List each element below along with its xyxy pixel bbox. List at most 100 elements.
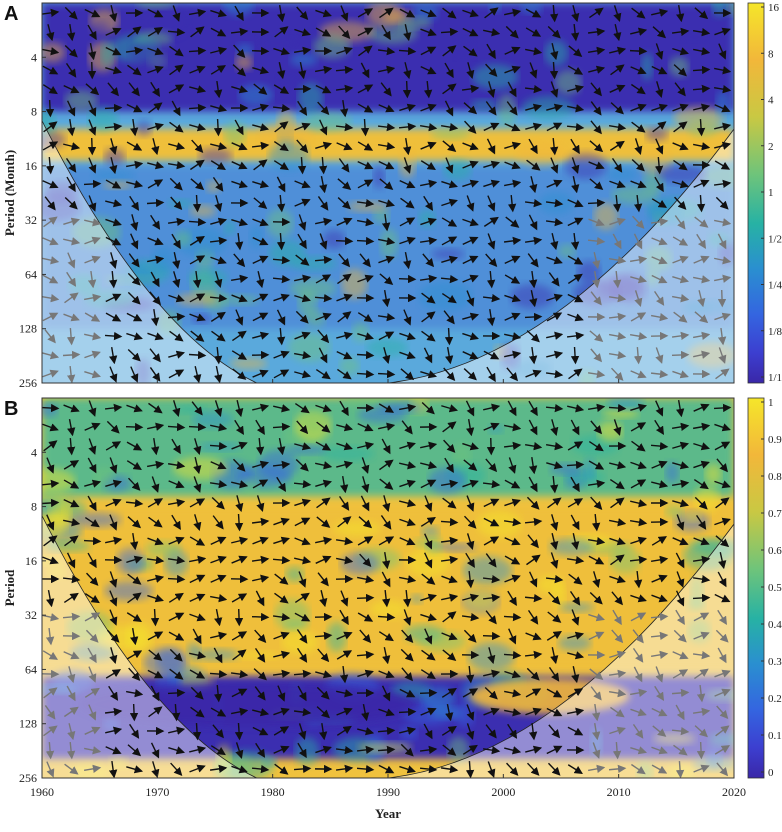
- phase-arrow: [213, 346, 223, 365]
- phase-arrow: [129, 703, 139, 722]
- phase-arrow: [587, 46, 606, 55]
- phase-arrow: [693, 47, 711, 56]
- phase-arrow: [210, 217, 228, 226]
- colorbar-tick-label: 1/4: [768, 280, 782, 292]
- phase-arrow: [63, 217, 80, 226]
- phase-arrow: [109, 5, 118, 23]
- power-patch: [564, 152, 608, 180]
- colorbar-tick-label: 1: [768, 397, 774, 409]
- phase-arrow: [444, 327, 454, 346]
- phase-arrow: [168, 84, 185, 94]
- y-tick-label: 16: [25, 159, 37, 173]
- phase-arrow: [399, 441, 416, 450]
- y-tick-label: 256: [19, 771, 37, 785]
- panel-A: A 4 8 16 32 64 128 256 Period (Month) 16 8 4 2 1 1/2 1/…: [2, 2, 782, 390]
- phase-arrow: [462, 479, 479, 488]
- phase-arrow: [335, 84, 354, 94]
- phase-arrow: [655, 81, 664, 99]
- phase-arrow: [655, 43, 664, 60]
- phase-arrow: [105, 179, 122, 189]
- phase-arrow: [378, 237, 396, 246]
- phase-arrow: [104, 122, 123, 132]
- phase-arrow: [650, 441, 669, 451]
- phase-arrow: [485, 101, 497, 116]
- phase-arrow: [525, 122, 543, 131]
- phase-arrow: [608, 256, 627, 265]
- phase-arrow: [483, 179, 500, 188]
- phase-arrow: [147, 460, 165, 469]
- phase-arrow: [172, 5, 181, 22]
- phase-arrow: [550, 419, 559, 437]
- colorbar-tick-label: 1: [768, 187, 774, 199]
- phase-arrow: [651, 313, 669, 322]
- power-patch: [597, 421, 624, 442]
- phase-arrow: [170, 196, 183, 211]
- phase-arrow: [550, 43, 559, 61]
- phase-arrow: [298, 214, 307, 231]
- phase-arrow: [442, 140, 457, 152]
- power-patch: [176, 293, 219, 306]
- phase-arrow: [483, 403, 501, 412]
- phase-arrow: [167, 312, 186, 322]
- phase-arrow: [504, 179, 522, 188]
- phase-arrow: [443, 310, 455, 325]
- phase-arrow: [42, 237, 59, 246]
- phase-arrow: [104, 403, 123, 413]
- phase-arrow: [253, 83, 268, 95]
- phase-arrow: [43, 216, 58, 228]
- phase-arrow: [83, 536, 102, 546]
- phase-arrow: [167, 217, 186, 227]
- phase-arrow: [296, 6, 309, 21]
- phase-arrow: [403, 24, 412, 42]
- power-patch: [266, 208, 294, 238]
- phase-arrow: [672, 275, 690, 284]
- phase-arrow: [716, 458, 728, 473]
- phase-arrow: [692, 28, 711, 37]
- phase-arrow: [485, 253, 498, 268]
- phase-arrow: [337, 197, 351, 210]
- power-patch: [704, 463, 722, 485]
- power-patch: [453, 38, 477, 58]
- phase-arrow: [361, 457, 370, 474]
- phase-arrow: [151, 476, 160, 493]
- y-tick-label: 64: [25, 267, 37, 281]
- phase-arrow: [715, 368, 730, 380]
- power-patch: [557, 635, 592, 651]
- phase-arrow: [377, 122, 396, 132]
- phase-arrow: [128, 253, 140, 268]
- phase-arrow: [672, 255, 689, 264]
- phase-arrow: [445, 157, 454, 174]
- phase-arrow: [277, 62, 286, 80]
- phase-arrow: [126, 332, 143, 341]
- phase-arrow: [587, 198, 606, 208]
- phase-arrow: [633, 194, 643, 213]
- power-patch: [645, 268, 660, 286]
- phase-arrow: [62, 350, 81, 360]
- phase-arrow: [419, 688, 438, 698]
- phase-arrow: [399, 461, 417, 470]
- power-patch: [223, 220, 236, 235]
- phase-arrow: [109, 346, 118, 365]
- phase-arrow: [88, 100, 97, 117]
- power-patch: [326, 621, 347, 652]
- phase-arrow: [525, 8, 542, 18]
- colorbar-tick-label: 0.8: [768, 471, 782, 483]
- phase-arrow: [378, 199, 395, 208]
- phase-arrow: [652, 121, 667, 133]
- phase-arrow: [609, 478, 625, 490]
- phase-arrow: [382, 289, 391, 308]
- phase-arrow: [379, 459, 394, 471]
- phase-arrow: [590, 291, 602, 306]
- phase-arrow: [693, 403, 710, 412]
- phase-arrow: [528, 138, 538, 155]
- power-patch: [135, 120, 153, 136]
- phase-arrow: [83, 179, 102, 189]
- phase-arrow: [420, 217, 437, 226]
- phase-arrow: [423, 195, 434, 211]
- power-patch: [174, 230, 192, 247]
- phase-arrow: [504, 123, 521, 132]
- phase-arrow: [674, 82, 686, 97]
- phase-arrow: [42, 351, 60, 360]
- y-axis-title: Period: [2, 569, 17, 607]
- phase-arrow: [378, 104, 395, 113]
